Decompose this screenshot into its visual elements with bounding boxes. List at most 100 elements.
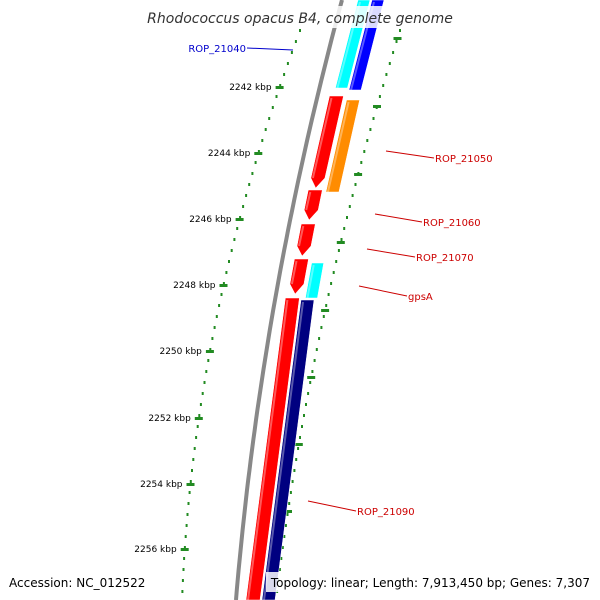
outer-minor-tick: [366, 139, 369, 142]
gene-label[interactable]: ROP_21040: [188, 44, 246, 55]
outer-minor-tick: [303, 414, 305, 417]
inner-major-tick: [275, 86, 284, 89]
outer-minor-tick: [307, 392, 310, 395]
outer-minor-tick: [325, 304, 328, 307]
label-leader-line: [366, 248, 416, 258]
title-background: [145, 6, 455, 28]
inner-minor-tick: [193, 447, 196, 450]
outer-minor-tick: [332, 271, 335, 274]
outer-minor-tick: [343, 227, 346, 230]
genome-backbone: [234, 0, 344, 600]
outer-major-tick: [294, 443, 303, 446]
inner-minor-tick: [290, 51, 293, 54]
outer-minor-tick: [354, 183, 357, 186]
inner-minor-tick: [275, 95, 278, 98]
gene-highlight: [311, 97, 333, 179]
inner-minor-tick: [183, 557, 186, 560]
inner-minor-tick: [207, 359, 210, 362]
gene-highlight: [305, 191, 312, 211]
inner-minor-tick: [236, 227, 239, 230]
outer-minor-tick: [372, 117, 375, 120]
gene-arrow[interactable]: [310, 95, 344, 189]
inner-minor-tick: [264, 128, 267, 131]
gene-label[interactable]: ROP_21050: [435, 154, 493, 165]
outer-minor-tick: [313, 359, 316, 362]
inner-minor-tick: [189, 480, 192, 483]
inner-minor-tick: [182, 568, 185, 571]
gene-highlight: [263, 301, 304, 600]
inner-minor-tick: [198, 414, 201, 417]
gene-arrow[interactable]: [303, 189, 323, 221]
label-leader-line: [385, 150, 435, 159]
inner-minor-tick: [203, 381, 206, 384]
outer-minor-tick: [330, 282, 333, 285]
label-leader-line: [358, 285, 408, 297]
gene-label[interactable]: gpsA: [408, 292, 433, 303]
outer-minor-tick: [281, 546, 284, 549]
outer-minor-tick: [309, 381, 312, 384]
outer-minor-tick: [385, 73, 388, 76]
gene-arrow[interactable]: [245, 297, 300, 600]
outer-minor-tick: [289, 491, 292, 494]
inner-minor-tick: [248, 183, 251, 186]
inner-minor-tick: [215, 315, 218, 318]
inner-minor-tick: [222, 282, 225, 285]
inner-minor-tick: [209, 348, 212, 351]
inner-minor-tick: [261, 139, 264, 142]
gene-label[interactable]: ROP_21070: [416, 253, 474, 264]
outer-minor-tick: [392, 51, 395, 54]
outer-minor-tick: [346, 216, 348, 219]
outer-minor-tick: [382, 84, 385, 87]
gene-arrow[interactable]: [289, 258, 309, 295]
gene-arrow[interactable]: [261, 299, 315, 600]
inner-minor-tick: [233, 238, 236, 241]
outer-major-tick: [393, 37, 402, 40]
outer-major-tick: [284, 510, 292, 513]
inner-minor-tick: [196, 425, 199, 428]
outer-minor-tick: [297, 447, 300, 450]
gene-arrow[interactable]: [296, 223, 316, 257]
outer-minor-tick: [291, 480, 294, 483]
label-leader-line: [374, 213, 423, 223]
outer-minor-tick: [295, 458, 298, 461]
outer-minor-tick: [340, 238, 343, 241]
scale-label: 2244 kbp: [208, 149, 251, 159]
outer-minor-tick: [318, 337, 321, 340]
outer-minor-tick: [311, 370, 314, 373]
outer-minor-tick: [378, 95, 381, 98]
gene-label[interactable]: ROP_21090: [357, 507, 415, 518]
gene-arrow[interactable]: [325, 99, 360, 193]
map-title: Rhodococcus opacus B4, complete genome: [147, 11, 453, 27]
outer-minor-tick: [360, 161, 363, 164]
outer-minor-tick: [299, 436, 301, 439]
outer-minor-tick: [337, 249, 340, 252]
outer-major-tick: [307, 376, 316, 379]
outer-minor-tick: [363, 150, 366, 153]
gene-highlight: [247, 299, 289, 600]
inner-minor-tick: [245, 194, 248, 197]
inner-major-tick: [235, 218, 244, 221]
inner-minor-tick: [230, 249, 233, 252]
summary-text: Topology: linear; Length: 7,913,450 bp; …: [270, 576, 590, 590]
inner-minor-tick: [268, 117, 271, 120]
inner-minor-tick: [239, 216, 242, 219]
inner-minor-tick: [218, 304, 221, 307]
scale-label: 2246 kbp: [189, 215, 232, 225]
outer-minor-tick: [399, 29, 401, 32]
gene-label[interactable]: ROP_21060: [423, 218, 481, 229]
inner-minor-tick: [251, 172, 254, 175]
outer-major-tick: [354, 173, 363, 176]
outer-minor-tick: [395, 40, 398, 43]
inner-minor-tick: [181, 579, 184, 582]
scale-label: 2248 kbp: [173, 281, 216, 291]
inner-minor-tick: [192, 458, 195, 461]
outer-minor-tick: [351, 194, 354, 197]
outer-minor-tick: [301, 425, 303, 428]
outer-minor-tick: [278, 568, 281, 571]
inner-minor-tick: [242, 205, 245, 208]
outer-minor-tick: [284, 524, 287, 527]
inner-minor-tick: [213, 326, 216, 329]
label-leaders: ROP_21040 ROP_21050 ROP_21060 ROP_21070 gpsA…: [188, 44, 492, 518]
gene-arrow[interactable]: [305, 262, 324, 299]
